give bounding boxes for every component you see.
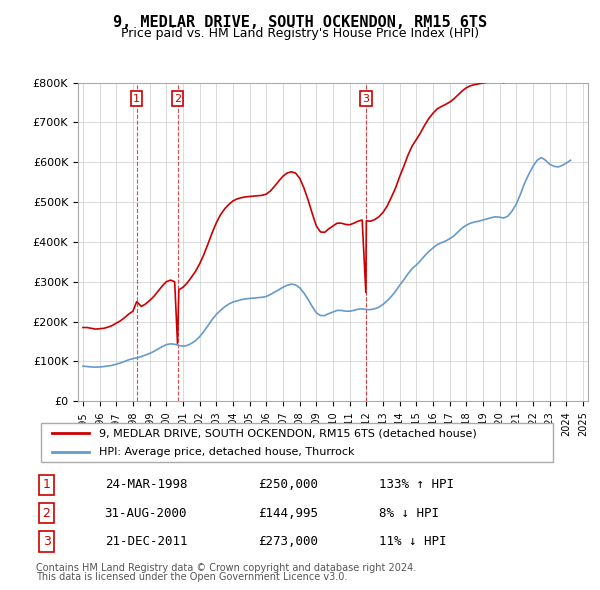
- Text: 3: 3: [43, 535, 50, 548]
- Text: 21-DEC-2011: 21-DEC-2011: [104, 535, 187, 548]
- Text: 8% ↓ HPI: 8% ↓ HPI: [379, 507, 439, 520]
- Text: 31-AUG-2000: 31-AUG-2000: [104, 507, 187, 520]
- Text: 2: 2: [174, 94, 181, 103]
- Text: 24-MAR-1998: 24-MAR-1998: [104, 478, 187, 491]
- Text: Contains HM Land Registry data © Crown copyright and database right 2024.: Contains HM Land Registry data © Crown c…: [36, 563, 416, 573]
- Text: 3: 3: [362, 94, 370, 103]
- Text: £144,995: £144,995: [258, 507, 318, 520]
- Text: 1: 1: [43, 478, 50, 491]
- FancyBboxPatch shape: [41, 422, 553, 463]
- Text: 133% ↑ HPI: 133% ↑ HPI: [379, 478, 454, 491]
- Text: 1: 1: [133, 94, 140, 103]
- Text: 11% ↓ HPI: 11% ↓ HPI: [379, 535, 446, 548]
- Text: 9, MEDLAR DRIVE, SOUTH OCKENDON, RM15 6TS: 9, MEDLAR DRIVE, SOUTH OCKENDON, RM15 6T…: [113, 15, 487, 30]
- Text: £250,000: £250,000: [258, 478, 318, 491]
- Text: 9, MEDLAR DRIVE, SOUTH OCKENDON, RM15 6TS (detached house): 9, MEDLAR DRIVE, SOUTH OCKENDON, RM15 6T…: [100, 428, 477, 438]
- Text: This data is licensed under the Open Government Licence v3.0.: This data is licensed under the Open Gov…: [36, 572, 347, 582]
- Text: HPI: Average price, detached house, Thurrock: HPI: Average price, detached house, Thur…: [100, 447, 355, 457]
- Text: Price paid vs. HM Land Registry's House Price Index (HPI): Price paid vs. HM Land Registry's House …: [121, 27, 479, 40]
- Text: £273,000: £273,000: [258, 535, 318, 548]
- Text: 2: 2: [43, 507, 50, 520]
